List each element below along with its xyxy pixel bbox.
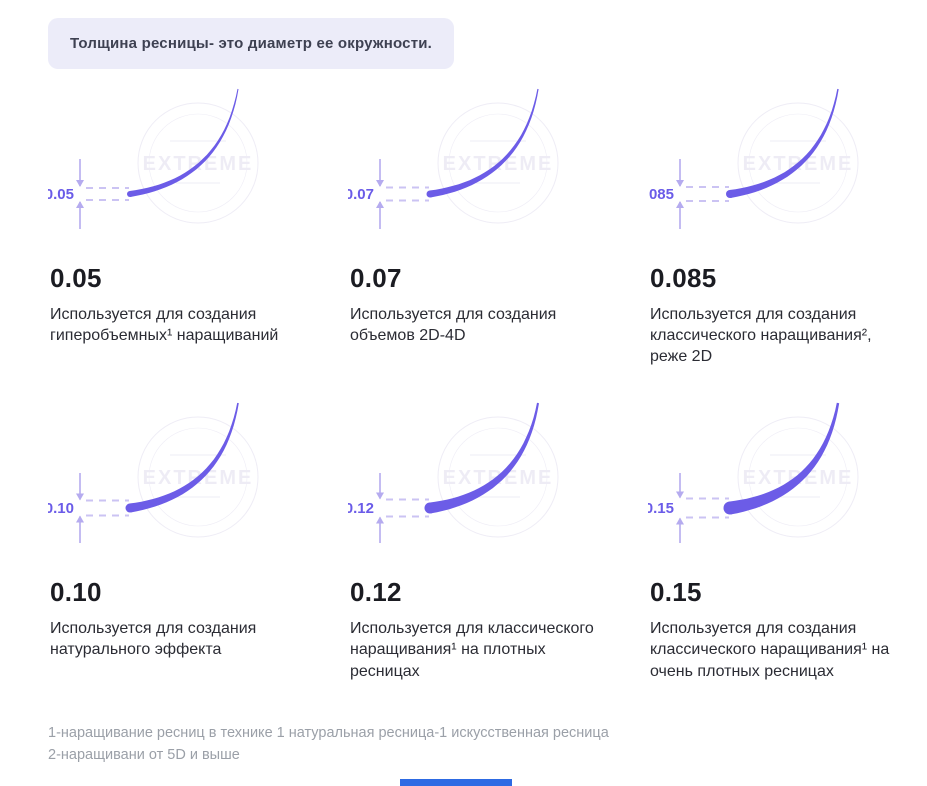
lash-curve bbox=[729, 88, 839, 198]
lash-diagram-012: EXTREME0.12 bbox=[348, 403, 559, 544]
lash-curve bbox=[429, 403, 539, 514]
lash-base-cap bbox=[127, 191, 133, 197]
arrow-down-icon bbox=[376, 180, 384, 187]
thickness-value-label: 0.085 bbox=[648, 186, 674, 203]
lash-card-005: EXTREME 0.05 0.05 Используется для создан… bbox=[48, 71, 328, 385]
brand-watermark: EXTREME bbox=[137, 102, 259, 224]
thickness-value-label: 0.05 bbox=[48, 186, 74, 203]
lash-card-007: EXTREME0.07 0.07 Используется для создан… bbox=[348, 71, 628, 385]
title-banner: Толщина ресницы- это диаметр ее окружнос… bbox=[48, 18, 455, 69]
arrow-up-icon bbox=[676, 201, 684, 208]
thickness-heading: 0.07 bbox=[350, 263, 402, 293]
lash-diagram-010: EXTREME0.10 bbox=[48, 403, 259, 544]
arrow-down-icon bbox=[76, 180, 84, 187]
arrow-up-icon bbox=[76, 515, 84, 523]
accent-bar bbox=[400, 779, 512, 786]
thickness-description: Используется для создания натурального э… bbox=[50, 620, 257, 659]
thickness-description: Используется для создания гиперобъемных¹… bbox=[50, 306, 279, 345]
thickness-heading: 0.085 bbox=[650, 263, 717, 293]
lash-card-0085: EXTREME0.085 0.085 Используется для созд… bbox=[648, 71, 927, 385]
lash-diagram-015: EXTREME0.15 bbox=[648, 403, 859, 544]
lash-curve bbox=[129, 403, 239, 513]
thickness-heading: 0.05 bbox=[50, 263, 102, 293]
lash-base-cap bbox=[723, 501, 737, 515]
footnote-line-1: 1-наращивание ресниц в технике 1 натурал… bbox=[48, 724, 609, 741]
lash-diagram-005: EXTREME 0.05 bbox=[48, 88, 259, 229]
svg-text:EXTREME: EXTREME bbox=[143, 153, 254, 175]
thickness-value-label: 0.10 bbox=[48, 500, 74, 517]
lash-curve bbox=[429, 88, 539, 198]
lash-curve bbox=[129, 88, 239, 197]
footnotes: 1-наращивание ресниц в технике 1 натурал… bbox=[48, 722, 927, 767]
thickness-description: Используется для создания классического … bbox=[650, 620, 890, 680]
lash-diagram-0085: EXTREME0.085 bbox=[648, 88, 859, 229]
thickness-description: Используется для создания объемов 2D-4D bbox=[350, 306, 557, 345]
lash-diagram-007: EXTREME0.07 bbox=[348, 88, 559, 229]
arrow-up-icon bbox=[376, 201, 384, 208]
thickness-value-label: 0.07 bbox=[348, 186, 374, 203]
arrow-down-icon bbox=[676, 180, 684, 187]
lash-card-012: EXTREME0.12 0.12 Используется для класси… bbox=[348, 385, 628, 699]
arrow-up-icon bbox=[376, 516, 384, 524]
lash-card-015: EXTREME0.15 0.15 Используется для создан… bbox=[648, 385, 927, 699]
lash-base-cap bbox=[424, 502, 436, 514]
lash-curve bbox=[729, 403, 840, 515]
thickness-value-label: 0.15 bbox=[648, 500, 674, 517]
lash-base-cap bbox=[426, 190, 434, 198]
thickness-heading: 0.10 bbox=[50, 577, 102, 608]
arrow-down-icon bbox=[76, 493, 84, 501]
thickness-heading: 0.15 bbox=[650, 577, 702, 608]
lash-card-010: EXTREME0.10 0.10 Используется для создан… bbox=[48, 385, 328, 699]
footnote-line-2: 2-наращивани от 5D и выше bbox=[48, 747, 240, 764]
lash-base-cap bbox=[125, 503, 135, 513]
lash-base-cap bbox=[726, 190, 734, 198]
thickness-grid: EXTREME 0.05 0.05 Используется для создан… bbox=[48, 71, 927, 700]
arrow-down-icon bbox=[376, 492, 384, 500]
thickness-description: Используется для классического наращиван… bbox=[350, 620, 594, 680]
thickness-heading: 0.12 bbox=[350, 577, 402, 608]
arrow-up-icon bbox=[676, 517, 684, 525]
thickness-value-label: 0.12 bbox=[348, 500, 374, 517]
arrow-up-icon bbox=[76, 201, 84, 208]
arrow-down-icon bbox=[676, 491, 684, 499]
thickness-description: Используется для создания классического … bbox=[650, 306, 872, 366]
